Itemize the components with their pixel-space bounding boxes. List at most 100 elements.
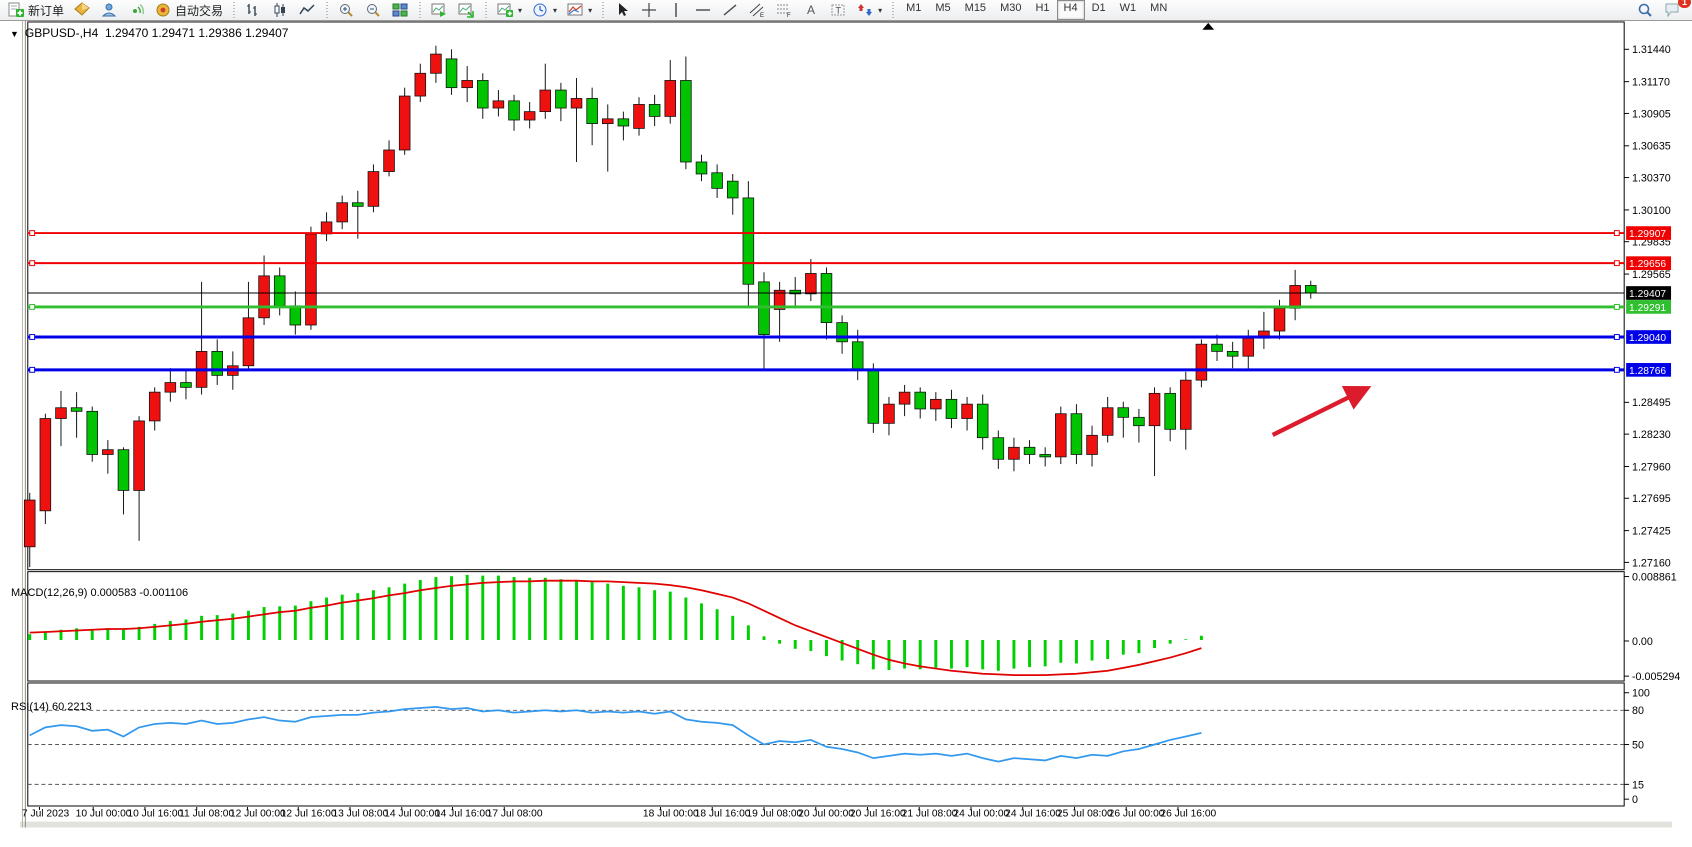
hline-1.29656-left-handle[interactable] — [29, 260, 36, 267]
candle-body — [70, 407, 83, 412]
timeframe-w1-button[interactable]: W1 — [1119, 2, 1137, 14]
toolbar-separator — [892, 2, 895, 18]
periods-dropdown-caret[interactable]: ▾ — [553, 5, 558, 15]
rsi-axis-label: 50 — [1632, 739, 1644, 751]
fibonacci-icon: F — [777, 4, 791, 18]
candle-body — [133, 420, 145, 491]
arrows-dropdown-caret[interactable]: ▾ — [878, 5, 883, 15]
time-axis-label: 26 Jul 00:00 — [1109, 809, 1165, 820]
chat-button[interactable]: 1 — [1659, 0, 1691, 21]
candle-body — [445, 58, 458, 89]
candle-body — [1273, 307, 1286, 332]
hline-1.29656-right-handle[interactable] — [1613, 260, 1620, 267]
timeframe-h1-button[interactable]: H1 — [1035, 2, 1050, 14]
indicators-icon[interactable]: ▾ — [492, 0, 527, 21]
cursor-icon[interactable] — [609, 0, 636, 21]
time-axis-label: 18 Jul 00:00 — [643, 809, 699, 820]
timeframe-m15-button[interactable]: M15 — [964, 2, 987, 14]
line-chart-icon — [299, 4, 315, 15]
candlestick-chart-icon — [274, 3, 286, 17]
indicators-dropdown-caret[interactable]: ▾ — [518, 5, 523, 15]
line-chart-icon[interactable] — [294, 0, 321, 21]
candle-body — [289, 305, 302, 326]
candle-body — [367, 171, 380, 207]
styler-icon[interactable] — [69, 0, 96, 21]
rsi-name: RSI(14) — [11, 701, 49, 713]
auto-scroll-icon[interactable] — [426, 0, 453, 21]
hline-1.29907-left-handle[interactable] — [29, 230, 36, 236]
toolbar-separator — [326, 2, 329, 18]
time-axis-label: 20 Jul 00:00 — [798, 809, 854, 820]
arrows-icon[interactable]: ▾ — [852, 0, 887, 21]
candle-body — [1039, 454, 1051, 458]
templates-icon — [567, 3, 583, 16]
autotrading-button[interactable]: 自动交易 — [150, 0, 228, 21]
search-icon — [1638, 3, 1652, 17]
candle-body — [1304, 285, 1317, 294]
zoom-out-icon[interactable] — [360, 0, 387, 21]
candle-body — [23, 499, 36, 548]
chart-shift-icon[interactable] — [453, 0, 480, 21]
text-icon[interactable]: A — [798, 0, 825, 21]
toolbar-group: ▾ ▾ ▾ — [489, 0, 600, 20]
time-axis-label: 26 Jul 16:00 — [1160, 809, 1216, 820]
trend-arrow-annotation[interactable] — [1271, 386, 1372, 437]
vertical-line-icon[interactable] — [663, 0, 690, 21]
trendline-icon[interactable] — [717, 0, 744, 21]
community-icon[interactable] — [96, 0, 123, 21]
templates-icon[interactable]: ▾ — [562, 0, 597, 21]
candle-body — [555, 89, 567, 109]
hline-1.29907-right-handle[interactable] — [1613, 230, 1620, 236]
price-tick-label: 1.30100 — [1632, 205, 1671, 217]
hline-1.29291-left-handle[interactable] — [29, 303, 36, 310]
text-label-icon[interactable]: T — [825, 0, 852, 21]
timeframe-m1-button[interactable]: M1 — [906, 2, 922, 14]
indicators-icon — [497, 3, 514, 17]
one-click-trading-toggle-icon[interactable]: ▼ — [10, 29, 19, 39]
styler-icon — [74, 2, 90, 16]
candle-body — [1101, 407, 1114, 436]
timeframe-m5-button[interactable]: M5 — [935, 2, 951, 14]
macd-axis-label: -0.005294 — [1632, 671, 1680, 683]
tile-windows-icon[interactable] — [387, 0, 414, 21]
timeframe-mn-button[interactable]: MN — [1150, 2, 1168, 14]
chat-icon — [1665, 3, 1679, 18]
equidistant-channel-icon[interactable]: E — [744, 0, 771, 21]
hline-1.29291-right-handle[interactable] — [1613, 303, 1620, 310]
zoom-in-icon[interactable] — [333, 0, 360, 21]
search-button[interactable] — [1632, 0, 1659, 21]
trendline-icon — [723, 4, 737, 16]
macd-panel — [27, 571, 1625, 682]
chart-shift-icon — [458, 3, 474, 18]
candle-body — [914, 391, 926, 410]
templates-dropdown-caret[interactable]: ▾ — [588, 5, 593, 15]
timeframe-d1-button[interactable]: D1 — [1091, 2, 1106, 14]
new-order-button[interactable]: 新订单 — [3, 0, 69, 21]
hline-1.29040-right-handle[interactable] — [1613, 334, 1620, 340]
timeframe-m30-button[interactable]: M30 — [1000, 2, 1022, 14]
macd-axis-label: 0.008861 — [1632, 571, 1677, 583]
signals-icon[interactable] — [123, 0, 150, 21]
hline-1.29040-left-handle[interactable] — [29, 334, 36, 340]
candle-body — [477, 80, 489, 109]
bar-chart-icon[interactable] — [240, 0, 267, 21]
candle-body — [1008, 446, 1020, 460]
price-tick-label: 1.31440 — [1632, 44, 1671, 56]
candlestick-chart-icon[interactable] — [267, 0, 294, 21]
fibonacci-icon[interactable]: F — [771, 0, 798, 21]
horizontal-line-icon[interactable] — [690, 0, 717, 21]
periods-icon[interactable]: ▾ — [527, 0, 562, 21]
toolbar-group — [237, 0, 324, 20]
candle-body — [930, 398, 942, 410]
auto-scroll-icon — [431, 3, 447, 17]
candle-body — [633, 104, 645, 129]
hline-1.28766-right-handle[interactable] — [1613, 366, 1620, 373]
crosshair-icon[interactable] — [636, 0, 663, 21]
toolbar-separator — [602, 2, 605, 18]
hline-1.28766-left-handle[interactable] — [29, 366, 36, 373]
chart-shift-marker-icon[interactable] — [1202, 22, 1215, 30]
autotrading-icon — [156, 3, 170, 17]
candle-body — [430, 53, 442, 74]
timeframe-h4-button[interactable]: H4 — [1056, 0, 1085, 20]
candle-body — [492, 100, 505, 109]
